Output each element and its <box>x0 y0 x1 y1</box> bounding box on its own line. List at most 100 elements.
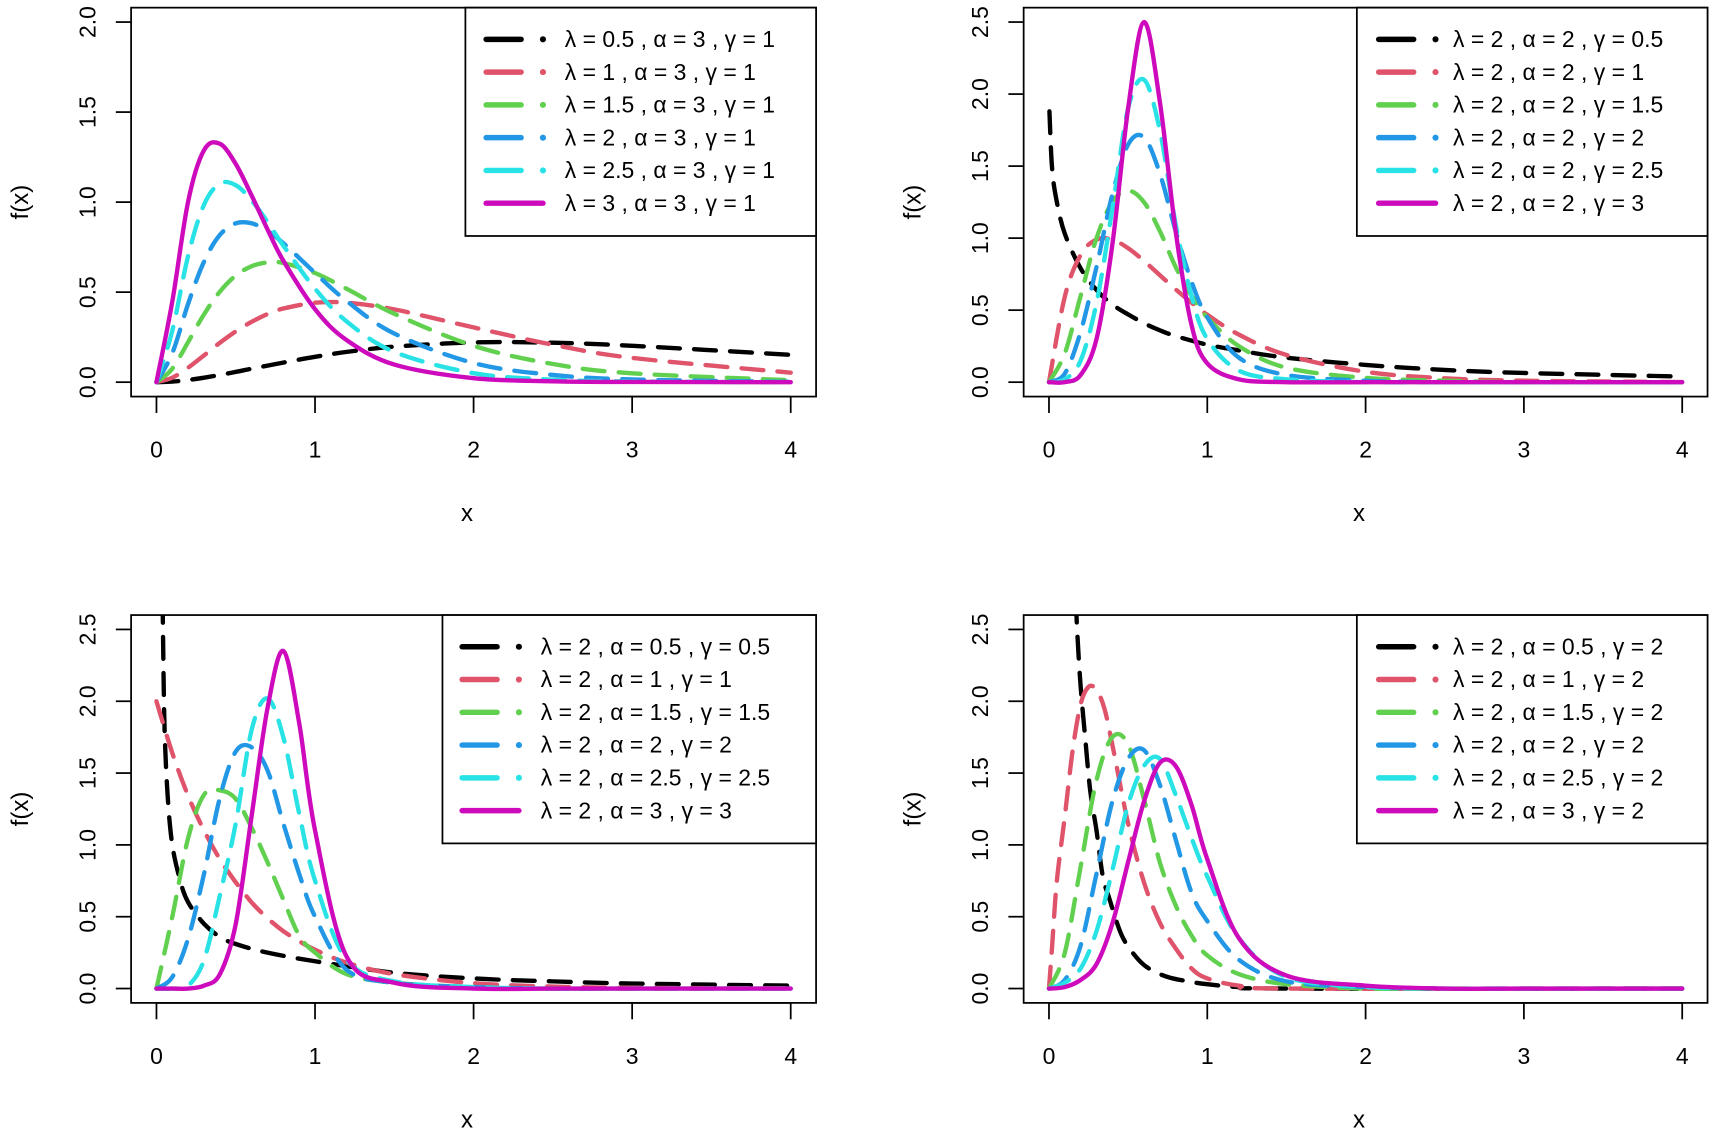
legend-label: λ = 2 , α = 1.5 , γ = 1.5 <box>541 699 770 725</box>
y-tick-label: 2.5 <box>967 613 993 645</box>
legend-item: λ = 2 , α = 2 , γ = 2 <box>459 732 732 758</box>
x-tick-label: 0 <box>150 1043 163 1069</box>
legend-swatch-dot <box>1432 134 1439 141</box>
legend-label: λ = 2 , α = 3 , γ = 2 <box>1453 797 1644 823</box>
x-tick-label: 4 <box>1676 1043 1689 1069</box>
legend-item: λ = 3 , α = 3 , γ = 1 <box>483 190 756 216</box>
series-line-3 <box>154 787 793 991</box>
y-tick-label: 1.5 <box>75 96 101 128</box>
legend-item: λ = 2 , α = 2.5 , γ = 2.5 <box>459 764 770 790</box>
legend-item: λ = 2 , α = 1.5 , γ = 1.5 <box>459 699 770 725</box>
x-tick-label: 2 <box>1359 437 1372 463</box>
legend: λ = 2 , α = 0.5 , γ = 0.5 λ = 2 , α = 1 ,… <box>441 614 817 845</box>
y-tick-label: 0.0 <box>75 366 101 398</box>
legend-label: λ = 1.5 , α = 3 , γ = 1 <box>565 92 775 118</box>
series-line-1 <box>154 339 793 385</box>
legend-label: λ = 0.5 , α = 3 , γ = 1 <box>565 26 775 52</box>
legend-label: λ = 2 , α = 2 , γ = 2 <box>1453 732 1644 758</box>
y-tick-label: 2.5 <box>75 613 101 645</box>
y-axis-label: f(x) <box>900 185 927 220</box>
legend-swatch-dot <box>1432 643 1439 650</box>
y-tick-label: 2.5 <box>967 6 993 38</box>
legend-item: λ = 2 , α = 2 , γ = 2 <box>1375 732 1644 758</box>
legend-box <box>1355 614 1709 845</box>
x-tick-label: 3 <box>1518 1043 1531 1069</box>
y-axis-label: f(x) <box>7 792 34 827</box>
y-tick-label: 2.0 <box>75 6 101 38</box>
y-tick-label: 0.0 <box>75 973 101 1005</box>
legend-label: λ = 2 , α = 2 , γ = 2.5 <box>1453 157 1663 183</box>
x-tick-label: 1 <box>1201 437 1214 463</box>
legend-label: λ = 3 , α = 3 , γ = 1 <box>565 190 756 216</box>
panel-2: 0 1 2 3 4 0.0 0.5 1.0 1.5 2.0 2.5 x f(x) λ = 2 , α = … <box>900 6 1709 527</box>
legend-label: λ = 2 , α = 2 , γ = 2 <box>1453 124 1644 150</box>
x-tick-label: 3 <box>626 437 639 463</box>
y-tick-label: 0.0 <box>967 366 993 398</box>
legend-label: λ = 2 , α = 2 , γ = 1.5 <box>1453 92 1663 118</box>
series-line-4 <box>154 219 793 385</box>
x-tick-label: 0 <box>1043 437 1056 463</box>
legend-item: λ = 2 , α = 0.5 , γ = 2 <box>1375 633 1663 659</box>
series-line-6 <box>154 648 793 992</box>
series-line-6 <box>154 140 793 385</box>
legend-label: λ = 2 , α = 2.5 , γ = 2.5 <box>541 764 770 790</box>
y-axis-label: f(x) <box>900 792 927 827</box>
x-tick-label: 3 <box>626 1043 639 1069</box>
y-tick-label: 2.0 <box>75 685 101 717</box>
plot-area <box>154 615 793 992</box>
series-line-3 <box>1046 188 1685 385</box>
x-tick-label: 0 <box>1043 1043 1056 1069</box>
x-axis-label: x <box>1353 1106 1365 1133</box>
legend-swatch-dot <box>539 101 547 108</box>
legend-label: λ = 2 , α = 1.5 , γ = 2 <box>1453 699 1663 725</box>
series-line-6 <box>1046 757 1685 991</box>
legend-box <box>464 6 817 237</box>
legend-item: λ = 2 , α = 1 , γ = 1 <box>459 666 732 692</box>
legend-swatch-dot <box>539 134 547 141</box>
x-axis-label: x <box>461 500 473 527</box>
x-tick-label: 2 <box>467 1043 480 1069</box>
legend-swatch-dot <box>515 643 522 650</box>
legend-item: λ = 1 , α = 3 , γ = 1 <box>483 59 756 85</box>
legend-swatch-dot <box>539 69 547 76</box>
panel-4: 0 1 2 3 4 0.0 0.5 1.0 1.5 2.0 2.5 x f(x) λ = 2 , α = … <box>900 613 1709 1133</box>
series-line-2 <box>154 699 793 991</box>
x-tick-label: 2 <box>467 437 480 463</box>
y-tick-label: 0.5 <box>967 294 993 326</box>
series-line-4 <box>1046 132 1685 385</box>
plot-area <box>1046 615 1685 992</box>
legend-label: λ = 2 , α = 2.5 , γ = 2 <box>1453 764 1663 790</box>
legend-box <box>441 614 817 845</box>
legend-item: λ = 2 , α = 2 , γ = 3 <box>1375 190 1644 216</box>
legend-label: λ = 1 , α = 3 , γ = 1 <box>565 59 756 85</box>
legend-label: λ = 2 , α = 0.5 , γ = 2 <box>1453 633 1663 659</box>
x-tick-label: 2 <box>1359 1043 1372 1069</box>
series-line-4 <box>154 742 793 991</box>
legend-swatch-dot <box>539 167 547 174</box>
legend-label: λ = 2 , α = 1 , γ = 2 <box>1453 666 1644 692</box>
y-tick-label: 1.5 <box>75 757 101 789</box>
legend-swatch-dot <box>1432 101 1439 108</box>
legend-item: λ = 2.5 , α = 3 , γ = 1 <box>483 157 775 183</box>
panel-1: 0 1 2 3 4 0.0 0.5 1.0 1.5 2.0 x f(x) λ = 0.5 , α = 3… <box>7 6 817 527</box>
y-tick-label: 2.0 <box>967 685 993 717</box>
series-line-1 <box>160 615 793 988</box>
legend-swatch-dot <box>515 709 522 716</box>
legend-swatch-dot <box>1432 167 1439 174</box>
plot-area <box>1046 19 1685 385</box>
x-tick-label: 4 <box>784 437 797 463</box>
legend-swatch-dot <box>539 36 547 43</box>
legend-label: λ = 2 , α = 3 , γ = 3 <box>541 797 732 823</box>
y-tick-label: 1.5 <box>967 757 993 789</box>
x-axis-label: x <box>1353 500 1365 527</box>
legend-label: λ = 2 , α = 2 , γ = 1 <box>1453 59 1644 85</box>
y-tick-label: 1.0 <box>75 186 101 218</box>
legend-swatch-dot <box>1432 676 1439 683</box>
y-tick-label: 0.5 <box>75 901 101 933</box>
y-tick-label: 1.0 <box>75 829 101 861</box>
legend-item: λ = 2 , α = 3 , γ = 3 <box>459 797 732 823</box>
x-tick-label: 1 <box>1201 1043 1214 1069</box>
x-tick-label: 3 <box>1518 437 1531 463</box>
legend-item: λ = 2 , α = 2 , γ = 1.5 <box>1375 92 1663 118</box>
